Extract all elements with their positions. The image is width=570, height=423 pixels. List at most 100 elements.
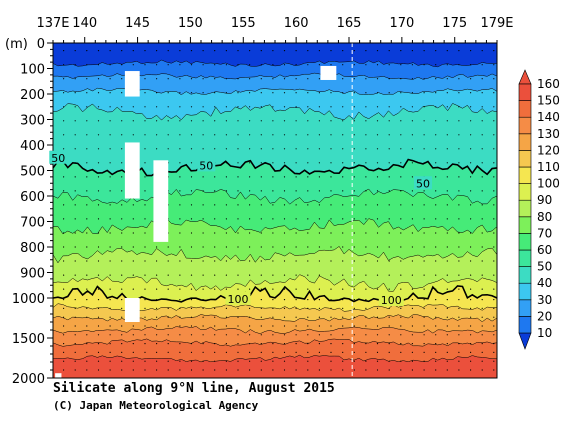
colorbar-label: 50	[537, 260, 552, 274]
obs-point	[435, 64, 437, 66]
obs-point	[330, 260, 332, 262]
obs-point	[400, 78, 402, 80]
obs-point	[376, 218, 379, 220]
obs-point	[318, 343, 320, 345]
obs-point	[249, 232, 251, 234]
obs-point	[167, 288, 169, 290]
obs-point	[388, 274, 390, 276]
obs-point	[481, 343, 483, 345]
obs-point	[493, 288, 495, 290]
obs-point	[179, 360, 181, 362]
missing-data-box	[124, 71, 140, 97]
fill-band-60	[53, 159, 497, 205]
obs-point	[179, 134, 181, 136]
fill-band-40	[53, 88, 497, 121]
obs-point	[353, 351, 355, 353]
obs-point	[283, 232, 286, 234]
obs-point	[295, 176, 297, 178]
obs-point	[202, 148, 204, 150]
obs-point	[249, 134, 251, 136]
obs-point	[307, 232, 309, 234]
obs-point	[214, 64, 216, 66]
obs-point	[411, 106, 413, 108]
obs-point	[446, 134, 448, 136]
obs-point	[225, 120, 227, 122]
obs-point	[167, 106, 169, 108]
obs-point	[470, 92, 472, 94]
obs-point	[86, 274, 88, 276]
obs-point	[400, 369, 402, 371]
obs-point	[365, 316, 367, 318]
obs-point	[190, 232, 193, 234]
obs-point	[121, 343, 123, 345]
obs-point	[295, 162, 297, 164]
obs-point	[470, 334, 472, 336]
obs-point	[458, 50, 460, 52]
obs-point	[97, 307, 100, 309]
obs-point	[63, 369, 65, 371]
obs-point	[214, 325, 216, 327]
obs-point	[63, 246, 65, 248]
obs-point	[249, 148, 251, 150]
obs-point	[144, 120, 146, 122]
obs-point	[97, 120, 100, 122]
obs-point	[214, 106, 216, 108]
obs-point	[156, 134, 158, 136]
obs-point	[376, 307, 379, 309]
obs-point	[376, 190, 379, 192]
obs-point	[202, 343, 204, 345]
obs-point	[144, 190, 146, 192]
obs-point	[318, 162, 320, 164]
obs-point	[376, 260, 379, 262]
obs-point	[237, 260, 239, 262]
obs-point	[330, 204, 332, 206]
obs-point	[249, 78, 251, 80]
obs-point	[330, 274, 332, 276]
obs-point	[190, 325, 193, 327]
x-tick-label: 137E	[36, 16, 69, 31]
obs-point	[156, 343, 158, 345]
obs-point	[167, 316, 169, 318]
obs-point	[307, 190, 309, 192]
obs-point	[493, 351, 495, 353]
obs-point	[330, 120, 332, 122]
obs-point	[272, 204, 274, 206]
obs-point	[225, 92, 227, 94]
obs-point	[307, 120, 309, 122]
obs-point	[411, 316, 413, 318]
obs-point	[260, 190, 262, 192]
obs-point	[400, 260, 402, 262]
obs-point	[109, 316, 111, 318]
obs-point	[470, 190, 472, 192]
colorbar-swatch	[518, 83, 532, 101]
obs-point	[74, 325, 76, 327]
obs-point	[458, 120, 460, 122]
obs-point	[470, 343, 472, 345]
obs-point	[493, 334, 495, 336]
obs-point	[295, 64, 297, 66]
obs-point	[388, 190, 390, 192]
obs-point	[295, 120, 297, 122]
obs-point	[144, 232, 146, 234]
obs-point	[423, 134, 425, 136]
obs-point	[214, 343, 216, 345]
obs-point	[144, 92, 146, 94]
obs-point	[74, 369, 76, 371]
obs-point	[446, 274, 448, 276]
obs-point	[74, 120, 76, 122]
obs-point	[295, 307, 297, 309]
obs-point	[179, 260, 181, 262]
obs-point	[318, 204, 320, 206]
obs-point	[214, 218, 216, 220]
obs-point	[365, 50, 367, 52]
obs-point	[481, 148, 483, 150]
obs-point	[295, 232, 297, 234]
obs-point	[249, 162, 251, 164]
obs-point	[190, 351, 193, 353]
obs-point	[400, 316, 402, 318]
contour-line-40	[53, 103, 497, 121]
colorbar-swatch	[518, 166, 532, 184]
obs-point	[237, 50, 239, 52]
obs-point	[470, 325, 472, 327]
obs-point	[86, 134, 88, 136]
